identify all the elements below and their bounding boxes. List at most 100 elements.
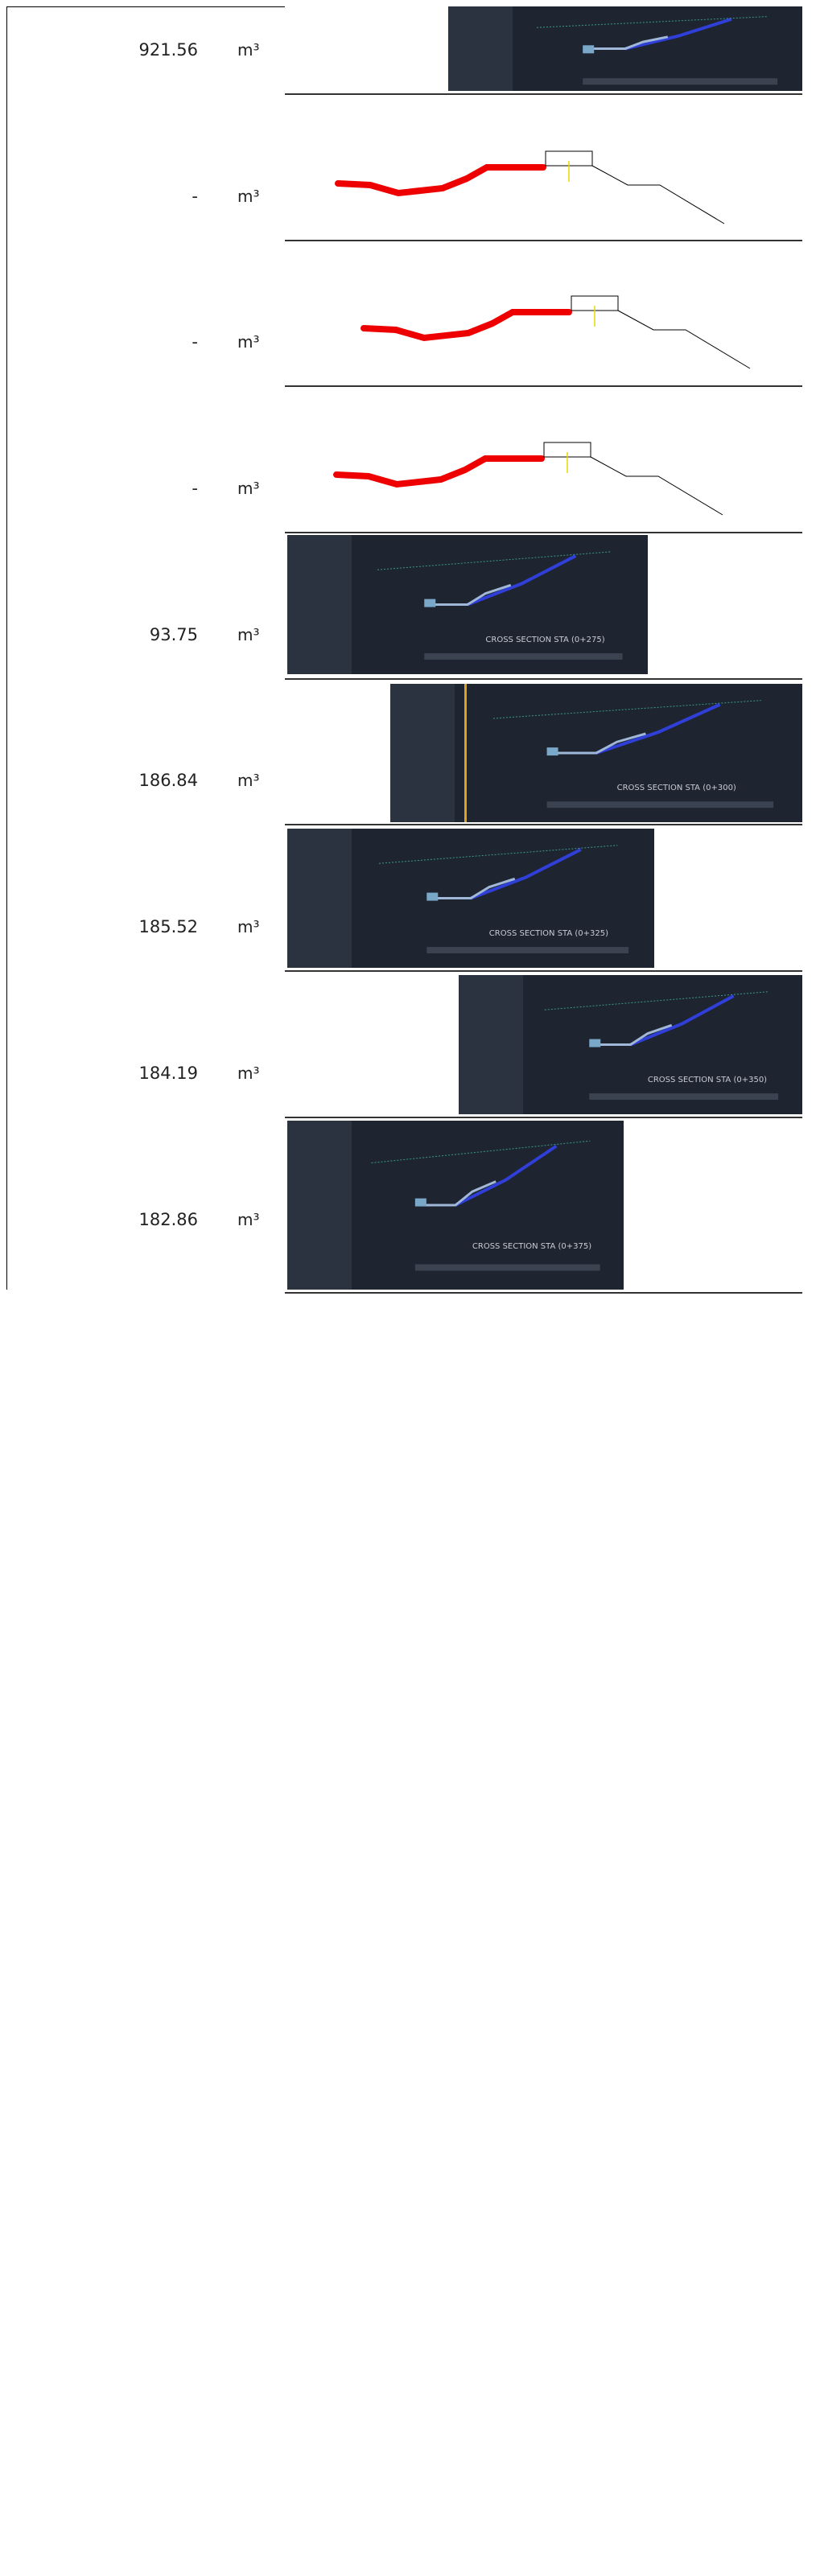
cell [0, 586, 201, 615]
quantity: 184.19 [138, 1064, 198, 1084]
section-caption: CROSS SECTION STA (0+275) [485, 635, 605, 644]
drawing [544, 991, 779, 1101]
cell [0, 2079, 76, 2108]
properties-panel [390, 684, 455, 822]
quantity: - [192, 187, 198, 207]
cell [0, 2195, 76, 2224]
drawing-line [361, 309, 572, 342]
cell [0, 2342, 201, 2371]
cell [0, 264, 76, 293]
cell [0, 2167, 201, 2195]
cell [0, 2547, 76, 2576]
cad-screenshot: CROSS SECTION STA (0+300) [390, 684, 802, 822]
cell [0, 1376, 76, 1405]
drawing-line [544, 991, 768, 1010]
drawing-line [371, 1140, 591, 1163]
cell [0, 1698, 201, 1727]
drawing-line [414, 1264, 600, 1271]
drawing-line [470, 848, 582, 900]
cell [0, 791, 76, 820]
quantity: - [192, 479, 198, 499]
cell [0, 1581, 201, 1610]
cell [0, 1288, 201, 1317]
drawing-line [455, 1144, 558, 1207]
drawing-line [590, 35, 669, 50]
cell [0, 2313, 76, 2342]
drawing-line [589, 1039, 601, 1047]
section-caption: CROSS SECTION STA (0+300) [616, 783, 736, 792]
drawing-line [377, 551, 612, 570]
drawing [335, 150, 725, 224]
cell [0, 1756, 201, 1785]
drawing-line [617, 310, 751, 369]
cell [0, 1932, 201, 1961]
quantity: 182.86 [138, 1210, 198, 1230]
unit: m³ [237, 625, 260, 645]
cell [0, 439, 76, 468]
cell [0, 2372, 76, 2401]
properties-panel [287, 535, 352, 674]
drawing-line [426, 892, 439, 901]
cell [0, 527, 201, 556]
drawing [536, 16, 778, 85]
drawing-line [424, 653, 623, 660]
cell [0, 1318, 76, 1347]
cell [0, 1610, 76, 1639]
cell [0, 498, 76, 527]
cell [0, 820, 201, 849]
properties-panel [287, 829, 352, 968]
cell [0, 1903, 76, 1932]
drawing [378, 845, 629, 954]
cell [0, 1961, 76, 1990]
drawing [333, 442, 723, 516]
unit: m³ [237, 1210, 260, 1230]
unit: m³ [237, 187, 260, 207]
properties-panel [448, 6, 513, 91]
cell [0, 117, 201, 146]
drawing-line [595, 702, 721, 755]
section-caption: CROSS SECTION STA (0+325) [488, 928, 609, 938]
cell [0, 2488, 76, 2517]
cell [0, 1815, 201, 1844]
cell [0, 849, 76, 878]
cell [0, 293, 201, 322]
cell [0, 1171, 201, 1200]
unit: m³ [237, 40, 260, 60]
cell [0, 146, 76, 175]
quantity: 186.84 [138, 771, 198, 791]
cell [0, 937, 201, 966]
unit: m³ [237, 479, 260, 499]
drawing-line [414, 1198, 426, 1207]
drawing-line [591, 165, 725, 224]
group-border [285, 385, 802, 387]
cell [0, 1727, 76, 1756]
quantity: 185.52 [138, 917, 198, 937]
cell [0, 2459, 201, 2488]
cell [0, 879, 201, 907]
drawing-line [583, 78, 778, 85]
cell [0, 2225, 201, 2254]
cell [0, 1874, 201, 1903]
drawing-line [546, 747, 558, 756]
cell [0, 995, 201, 1024]
cell [0, 1113, 201, 1142]
drawing [492, 700, 774, 809]
drawing-line [378, 845, 618, 864]
drawing-line [583, 45, 595, 54]
drawing-line [536, 16, 768, 28]
cell [0, 2020, 76, 2049]
cad-screenshot: CROSS SECTION STA (0+275) [287, 535, 648, 674]
properties-panel [459, 975, 523, 1114]
unit: m³ [237, 332, 260, 352]
cell [0, 205, 76, 234]
group-border [285, 240, 802, 241]
cell [0, 2108, 201, 2137]
drawing-line [590, 456, 723, 516]
cell [0, 673, 76, 702]
drawing-line [554, 732, 646, 755]
cell [0, 88, 76, 117]
drawing-line [624, 17, 732, 51]
section-caption: CROSS SECTION STA (0+350) [647, 1075, 768, 1084]
group-border [285, 1117, 802, 1118]
